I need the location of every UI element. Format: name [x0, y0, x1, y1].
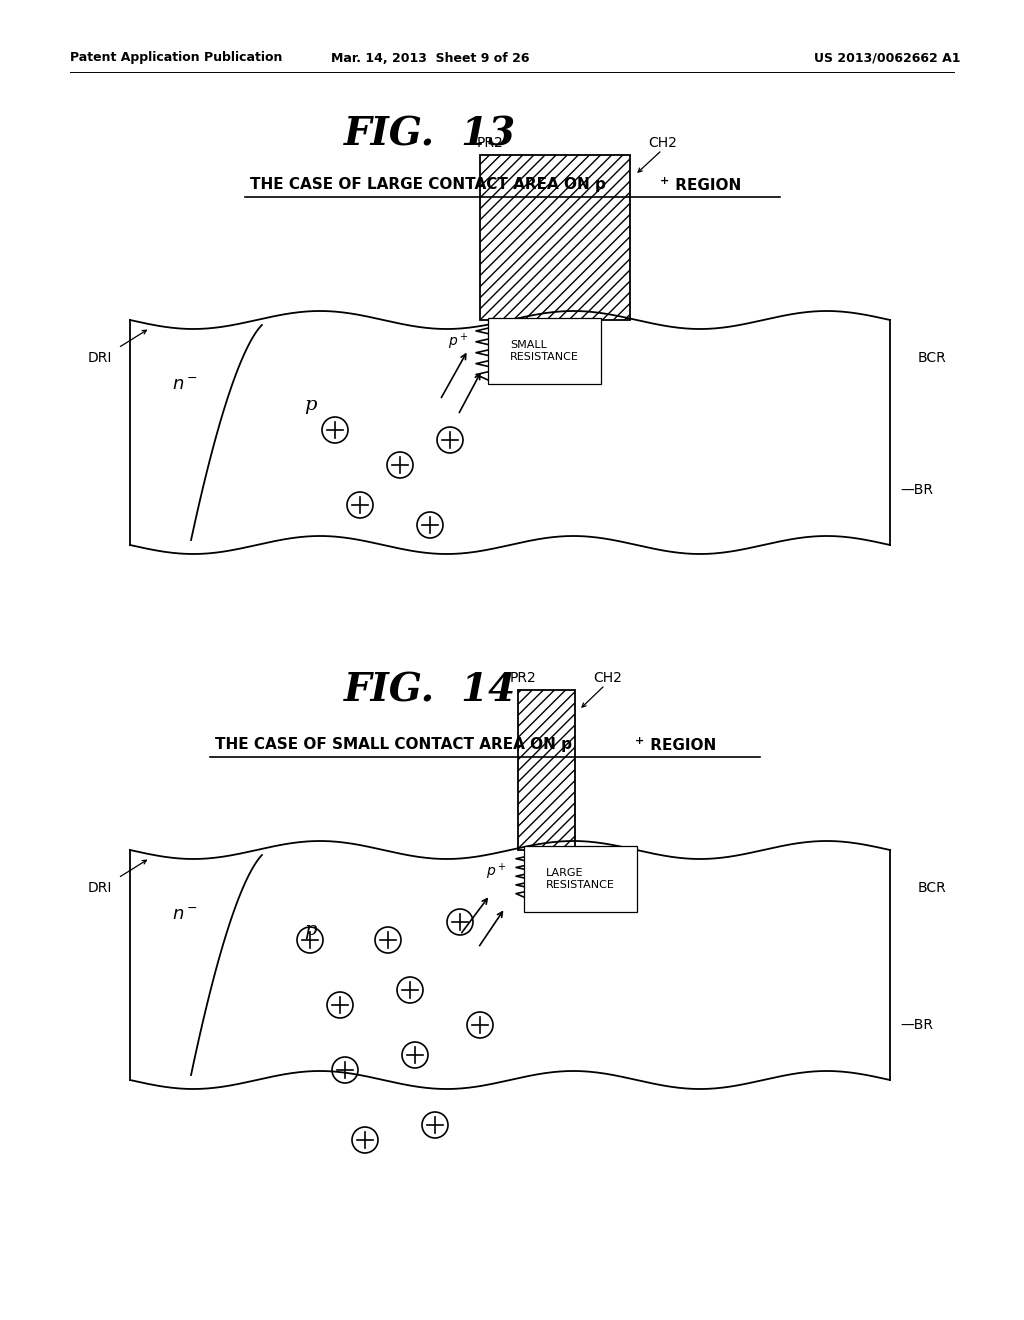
- Text: US 2013/0062662 A1: US 2013/0062662 A1: [813, 51, 961, 65]
- Text: BCR: BCR: [918, 351, 946, 366]
- Text: FIG.  14: FIG. 14: [344, 671, 516, 709]
- Text: Patent Application Publication: Patent Application Publication: [70, 51, 283, 65]
- Text: $n^-$: $n^-$: [172, 906, 198, 924]
- Text: $n^-$: $n^-$: [172, 376, 198, 393]
- Text: BCR: BCR: [918, 880, 946, 895]
- Text: PR2: PR2: [476, 136, 504, 150]
- Text: PR2: PR2: [510, 671, 537, 685]
- Text: THE CASE OF SMALL CONTACT AREA ON p: THE CASE OF SMALL CONTACT AREA ON p: [215, 738, 572, 752]
- Text: REGION: REGION: [670, 177, 741, 193]
- Text: +: +: [635, 737, 644, 746]
- Text: SMALL
RESISTANCE: SMALL RESISTANCE: [510, 341, 579, 362]
- Text: CH2: CH2: [648, 136, 677, 150]
- Text: $p^+$: $p^+$: [485, 862, 506, 882]
- Text: $p^+$: $p^+$: [447, 331, 468, 352]
- Text: DRI: DRI: [88, 880, 113, 895]
- Text: LARGE
RESISTANCE: LARGE RESISTANCE: [546, 869, 614, 890]
- Bar: [518, 690, 575, 850]
- Text: FIG.  13: FIG. 13: [344, 116, 516, 154]
- Text: DRI: DRI: [88, 351, 113, 366]
- Text: p: p: [304, 396, 316, 414]
- Text: Mar. 14, 2013  Sheet 9 of 26: Mar. 14, 2013 Sheet 9 of 26: [331, 51, 529, 65]
- Text: REGION: REGION: [645, 738, 716, 752]
- Text: THE CASE OF LARGE CONTACT AREA ON p: THE CASE OF LARGE CONTACT AREA ON p: [250, 177, 606, 193]
- Text: p: p: [304, 921, 316, 939]
- Text: —BR: —BR: [900, 483, 933, 498]
- Text: CH2: CH2: [593, 671, 622, 685]
- Bar: [480, 154, 630, 319]
- Text: +: +: [660, 176, 670, 186]
- Text: —BR: —BR: [900, 1018, 933, 1032]
